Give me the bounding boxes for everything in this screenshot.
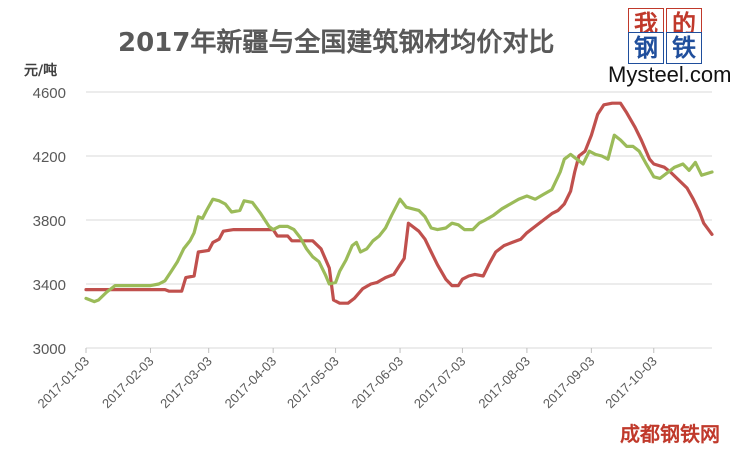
watermark: 成都钢铁网 [620, 422, 720, 446]
x-axis: 2017-01-03 2017-02-03 2017-03-03 2017-04-03… [34, 347, 712, 412]
y-tick-label: 3000 [33, 341, 66, 358]
x-tick-label: 2017-07-03 [411, 354, 469, 412]
x-tick-label: 2017-09-03 [540, 354, 598, 412]
series-line [84, 101, 714, 305]
x-tick-label: 2017-04-03 [222, 354, 280, 412]
x-tick-label: 2017-06-03 [349, 354, 407, 412]
x-tick-label: 2017-05-03 [284, 354, 342, 412]
logo-char: 钢 [628, 32, 664, 64]
x-tick-label: 2017-10-03 [602, 354, 660, 412]
x-tick-label: 2017-02-03 [99, 354, 157, 412]
x-tick-label: 2017-03-03 [157, 354, 215, 412]
y-axis-unit-label: 元/吨 [24, 63, 58, 79]
series-lines [84, 101, 714, 305]
y-axis: 3000 3400 3800 4200 4600 [33, 85, 66, 358]
y-tick-label: 4600 [33, 85, 66, 102]
logo-char: 铁 [666, 32, 702, 64]
series-line [84, 133, 714, 304]
gridlines [86, 91, 712, 285]
mysteel-logo: 我 的 钢 铁 Mysteel.com [608, 8, 744, 88]
y-tick-label: 4200 [33, 149, 66, 166]
x-tick-label: 2017-08-03 [475, 354, 533, 412]
y-tick-label: 3800 [33, 213, 66, 230]
y-tick-label: 3400 [33, 277, 66, 294]
x-tick-label: 2017-01-03 [34, 354, 92, 412]
chart-title: 2017年新疆与全国建筑钢材均价对比 [118, 28, 555, 58]
logo-brand-text: Mysteel.com [608, 62, 732, 87]
